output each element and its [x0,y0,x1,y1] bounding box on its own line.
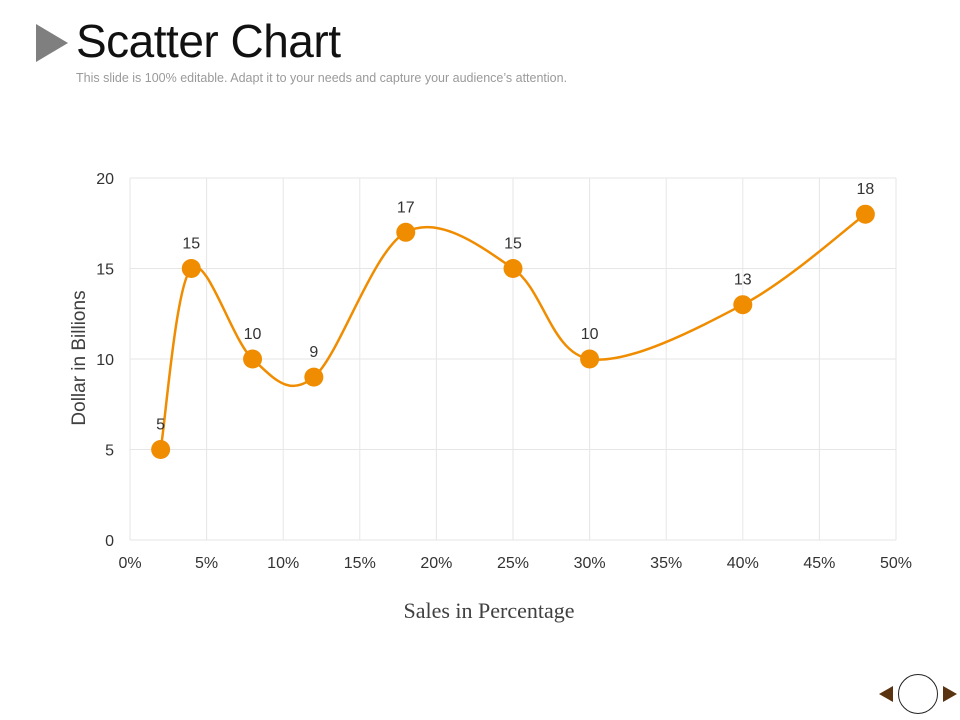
data-point [503,259,523,278]
data-point [855,204,875,224]
x-tick-label: 5% [195,555,218,572]
x-tick-label: 30% [574,555,606,572]
data-label: 17 [397,199,415,216]
data-label: 10 [581,326,599,343]
x-tick-label: 25% [497,555,529,572]
data-label: 15 [182,236,200,253]
data-label: 18 [856,181,874,198]
y-tick-label: 0 [105,533,114,550]
title-marker-icon [36,24,68,62]
data-point [396,222,416,242]
data-label: 9 [309,344,318,361]
y-tick-label: 5 [105,443,114,460]
x-tick-labels: 0% 5% 10% 15% 20% 25% 30% 35% 40% 45% 50% [118,555,912,572]
next-slide-button[interactable] [943,686,957,702]
data-point [243,349,263,369]
slide-subtitle: This slide is 100% editable. Adapt it to… [76,71,568,85]
x-tick-label: 35% [650,555,682,572]
data-label: 5 [156,417,165,434]
x-tick-label: 50% [880,555,912,572]
x-tick-label: 0% [118,555,141,572]
data-point [580,349,600,369]
x-tick-label: 10% [267,555,299,572]
x-tick-label: 15% [344,555,376,572]
slide-title: Scatter Chart [76,15,341,67]
data-point [733,295,753,315]
y-tick-label: 10 [96,352,114,369]
series-group: 5 15 10 9 17 15 10 13 18 [151,181,875,459]
data-point [304,367,324,387]
home-circle-button[interactable] [898,674,938,714]
data-point [151,440,171,459]
data-label: 13 [734,272,752,289]
previous-slide-button[interactable] [879,686,893,702]
x-tick-label: 40% [727,555,759,572]
data-label: 15 [504,236,522,253]
y-tick-label: 15 [96,262,114,279]
x-tick-label: 20% [420,555,452,572]
data-point [181,259,201,278]
data-label: 10 [244,326,262,343]
y-axis-label: Dollar in Billions [69,290,90,425]
x-axis-label: Sales in Percentage [403,598,574,623]
y-tick-label: 20 [96,171,114,188]
x-tick-label: 45% [803,555,835,572]
y-tick-labels: 0 5 10 15 20 [96,171,114,550]
